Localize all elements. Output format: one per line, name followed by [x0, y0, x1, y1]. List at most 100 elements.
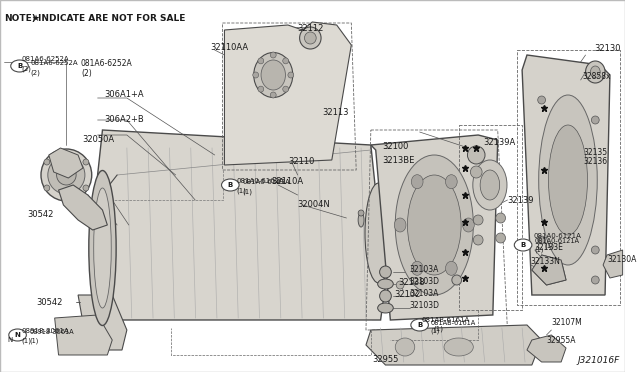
Text: (1): (1)	[29, 337, 38, 343]
Polygon shape	[366, 325, 541, 365]
Ellipse shape	[411, 319, 428, 331]
Text: 08918-3061A: 08918-3061A	[22, 328, 69, 334]
Text: 32103A: 32103A	[410, 289, 439, 298]
Text: 32110AA: 32110AA	[210, 43, 248, 52]
Ellipse shape	[548, 125, 588, 235]
Ellipse shape	[48, 156, 85, 194]
Text: 081AB-6161A: 081AB-6161A	[430, 320, 476, 326]
Circle shape	[258, 86, 264, 92]
Text: B: B	[17, 63, 22, 69]
Circle shape	[452, 275, 461, 285]
Text: 30542: 30542	[36, 298, 63, 307]
Circle shape	[270, 52, 276, 58]
Polygon shape	[97, 130, 385, 320]
Ellipse shape	[11, 60, 28, 72]
Ellipse shape	[93, 188, 111, 308]
Text: 08918-3061A: 08918-3061A	[29, 329, 74, 335]
Ellipse shape	[41, 149, 92, 201]
Text: 3213BE: 3213BE	[383, 156, 415, 165]
Text: 32112: 32112	[298, 24, 324, 33]
Text: 32138: 32138	[398, 278, 425, 287]
Ellipse shape	[56, 165, 76, 185]
Ellipse shape	[467, 146, 485, 164]
Ellipse shape	[365, 183, 392, 283]
Text: (1): (1)	[545, 242, 554, 248]
Text: 081A0-6162A: 081A0-6162A	[242, 179, 290, 185]
Ellipse shape	[253, 52, 292, 97]
Text: INDICATE ARE NOT FOR SALE: INDICATE ARE NOT FOR SALE	[38, 14, 186, 23]
Circle shape	[474, 235, 483, 245]
Circle shape	[283, 86, 289, 92]
Circle shape	[496, 213, 506, 223]
Text: 32004N: 32004N	[298, 200, 330, 209]
Polygon shape	[522, 55, 610, 295]
Circle shape	[591, 246, 599, 254]
Text: N: N	[8, 337, 13, 343]
Ellipse shape	[89, 170, 116, 326]
Ellipse shape	[515, 239, 532, 251]
Polygon shape	[49, 148, 83, 178]
Text: 081A6-6252A: 081A6-6252A	[81, 59, 132, 68]
Text: 32110A: 32110A	[271, 177, 303, 186]
Ellipse shape	[305, 32, 316, 44]
Text: 081A0-6121A: 081A0-6121A	[535, 238, 580, 244]
Text: ★: ★	[31, 14, 39, 23]
Circle shape	[538, 236, 545, 244]
Ellipse shape	[444, 338, 474, 356]
Text: 306A1+A: 306A1+A	[104, 90, 144, 99]
Ellipse shape	[261, 60, 285, 90]
Text: 32955: 32955	[372, 355, 399, 364]
Polygon shape	[54, 315, 112, 355]
Circle shape	[591, 276, 599, 284]
Text: 32107M: 32107M	[552, 318, 582, 327]
Circle shape	[83, 185, 89, 191]
Text: 32133N: 32133N	[531, 257, 561, 266]
Circle shape	[258, 58, 264, 64]
Ellipse shape	[445, 175, 457, 189]
Ellipse shape	[412, 261, 423, 275]
Text: 30542: 30542	[28, 210, 54, 219]
Text: J321016F: J321016F	[577, 356, 620, 365]
Text: (2): (2)	[22, 65, 31, 71]
Text: 32858x: 32858x	[582, 72, 611, 81]
Text: (1): (1)	[535, 246, 544, 253]
Text: (2): (2)	[30, 69, 40, 76]
Ellipse shape	[378, 303, 394, 313]
Text: (2): (2)	[81, 69, 92, 78]
Text: 32103D: 32103D	[410, 301, 440, 310]
Text: 306A2+B: 306A2+B	[104, 115, 144, 124]
Circle shape	[496, 233, 506, 243]
Text: 081A0-6162A: 081A0-6162A	[236, 178, 284, 184]
Ellipse shape	[378, 279, 394, 289]
Circle shape	[288, 72, 294, 78]
Polygon shape	[78, 295, 127, 350]
Ellipse shape	[300, 27, 321, 49]
Text: (1): (1)	[22, 337, 31, 343]
Text: NOTE): NOTE)	[4, 14, 36, 23]
Ellipse shape	[9, 329, 26, 341]
Ellipse shape	[473, 160, 507, 210]
Ellipse shape	[480, 170, 500, 200]
Text: 32135: 32135	[584, 148, 608, 157]
Circle shape	[44, 185, 50, 191]
Text: 081A6-6252A: 081A6-6252A	[22, 56, 69, 62]
Ellipse shape	[412, 175, 423, 189]
Circle shape	[270, 92, 276, 98]
Circle shape	[358, 210, 364, 216]
Text: 32133E: 32133E	[535, 243, 564, 252]
Polygon shape	[225, 22, 351, 165]
Text: 32113: 32113	[322, 108, 349, 117]
Text: N: N	[15, 332, 20, 338]
Circle shape	[283, 58, 289, 64]
Ellipse shape	[470, 166, 482, 178]
Ellipse shape	[396, 155, 474, 295]
Ellipse shape	[591, 66, 600, 78]
Circle shape	[474, 215, 483, 225]
Text: 32103A: 32103A	[410, 265, 439, 274]
Text: 32102: 32102	[394, 290, 420, 299]
Text: 32130: 32130	[595, 44, 621, 53]
Polygon shape	[527, 335, 566, 362]
Ellipse shape	[445, 261, 457, 275]
Polygon shape	[603, 250, 623, 278]
Text: 32136: 32136	[584, 157, 608, 166]
